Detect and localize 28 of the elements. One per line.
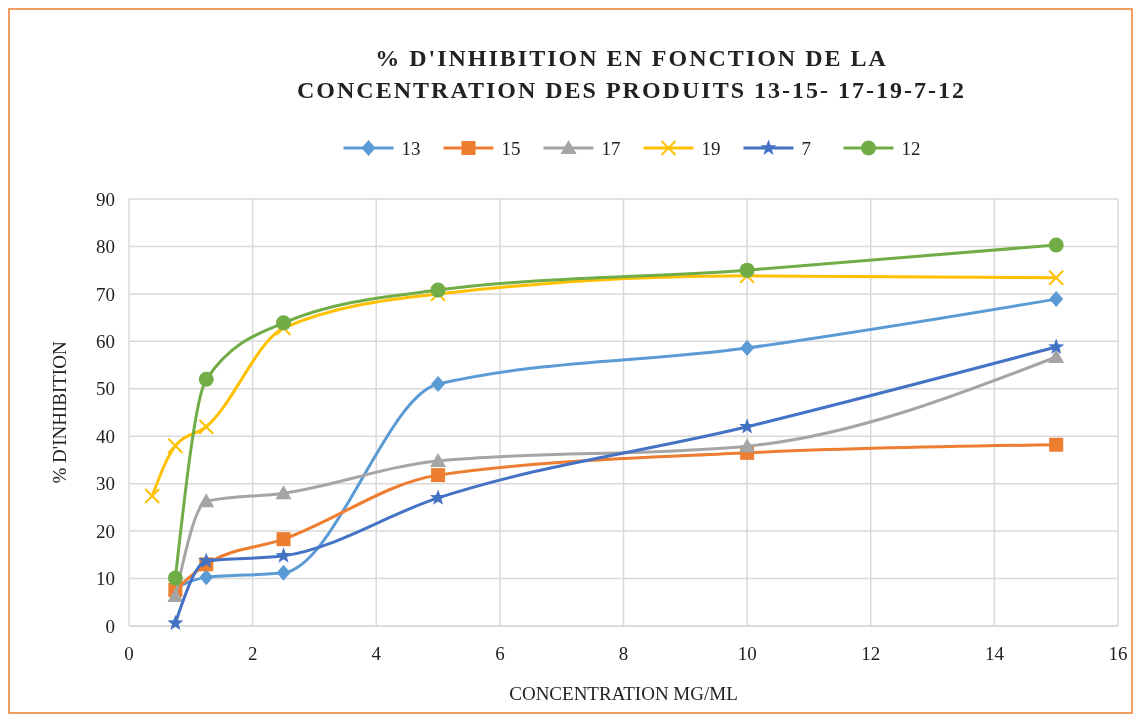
x-axis-title: CONCENTRATION MG/ML <box>509 683 738 704</box>
y-tick-label: 50 <box>96 378 115 400</box>
x-tick-label: 10 <box>737 643 757 664</box>
chart-title: % D'INHIBITION EN FONCTION DE LA CONCENTRATION DES PRODUITS 13-15- 17-19-7-12 <box>297 45 966 103</box>
y-tick-label: 90 <box>96 188 115 210</box>
y-tick-label: 30 <box>96 473 115 495</box>
y-tick-label: 10 <box>96 568 115 590</box>
y-tick-label: 80 <box>96 236 115 258</box>
x-tick-label: 4 <box>371 643 382 664</box>
y-tick-label: 20 <box>96 520 115 542</box>
legend-label: 12 <box>901 137 921 159</box>
y-tick-label: 60 <box>96 330 115 352</box>
x-tick-label: 0 <box>124 643 134 664</box>
y-tick-label: 0 <box>105 615 115 637</box>
legend-label: 13 <box>401 137 421 159</box>
x-tick-label: 2 <box>247 643 258 664</box>
legend-label: 19 <box>701 137 721 159</box>
y-axis-title: % D'INHIBITION <box>49 341 70 484</box>
y-tick-label: 70 <box>96 283 115 305</box>
x-tick-label: 6 <box>495 643 505 664</box>
x-tick-label: 12 <box>861 643 881 664</box>
legend-label: 17 <box>601 137 621 159</box>
x-tick-label: 14 <box>984 643 1005 664</box>
x-tick-label: 16 <box>1108 643 1128 664</box>
x-tick-label: 8 <box>618 643 629 664</box>
legend-label: 15 <box>501 137 521 159</box>
y-tick-label: 40 <box>96 425 115 447</box>
legend-label: 7 <box>801 137 811 159</box>
